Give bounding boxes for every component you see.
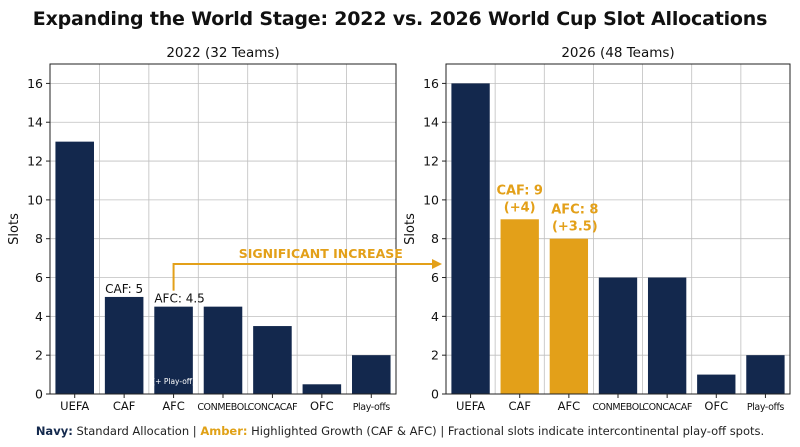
x-tick-label-caf: CAF (113, 399, 136, 413)
x-tick-label-afc: AFC (162, 399, 185, 413)
y-axis-label: Slots (7, 213, 22, 245)
footer-navy-text: Standard Allocation | (72, 424, 201, 438)
annotation-afc-line-0: AFC: 8 (551, 203, 598, 218)
y-tick-label: 12 (423, 154, 439, 169)
subplot-title: 2022 (32 Teams) (166, 45, 279, 61)
bar-afc (154, 306, 193, 394)
x-tick-label-concacaf: CONCACAF (248, 402, 298, 413)
annotation-afc-note: (+ Play-off) (152, 377, 195, 386)
y-tick-label: 4 (431, 309, 439, 324)
bar-uefa (55, 141, 94, 394)
y-tick-label: 14 (423, 115, 439, 130)
y-tick-label: 6 (431, 270, 439, 285)
bar-concacaf (253, 326, 292, 394)
panel-2026: 2026 (48 Teams) 0 2 4 6 8 10 12 14 16 Slots UEFA CAF… (403, 45, 791, 413)
bar-play-offs (746, 355, 785, 394)
bar-ofc (697, 374, 736, 394)
y-tick-label: 2 (431, 348, 439, 363)
y-tick-label: 12 (27, 154, 43, 169)
y-tick-label: 6 (35, 270, 43, 285)
chart-title: Expanding the World Stage: 2022 vs. 2026… (32, 8, 768, 30)
x-tick-label-ofc: OFC (704, 399, 728, 413)
footer-amber-text: Highlighted Growth (CAF & AFC) | Fractio… (247, 424, 765, 438)
x-tick-label-concacaf: CONCACAF (642, 402, 692, 413)
bar-caf (500, 219, 539, 394)
bar-afc (549, 238, 589, 394)
x-tick-label-conmebol: CONMEBOL (592, 402, 644, 413)
x-tick-label-conmebol: CONMEBOL (197, 402, 249, 413)
annotation-caf-line-1: (+4) (504, 200, 536, 215)
y-tick-label: 8 (35, 231, 43, 246)
y-tick-label: 2 (35, 348, 43, 363)
annotation-afc: AFC: 4.5 (154, 292, 204, 306)
x-tick-label-uefa: UEFA (60, 399, 89, 413)
footer-navy-label: Navy: (35, 424, 73, 438)
increase-arrow-group: SIGNIFICANT INCREASE (172, 246, 442, 291)
annotation-afc-line-1: (+3.5) (552, 220, 598, 235)
annotation-caf-line-0: CAF: 9 (496, 183, 543, 198)
x-tick-label-play-offs: Play-offs (747, 402, 785, 413)
y-tick-label: 10 (423, 192, 439, 207)
annotation-caf: CAF: 5 (105, 282, 143, 296)
bar-play-offs (352, 355, 391, 394)
x-tick-label-caf: CAF (508, 399, 531, 413)
subplot-title: 2026 (48 Teams) (561, 45, 674, 61)
bar-ofc (302, 384, 342, 394)
y-tick-label: 4 (35, 309, 43, 324)
x-tick-label-uefa: UEFA (456, 399, 485, 413)
y-tick-label: 8 (431, 231, 439, 246)
x-tick-label-afc: AFC (558, 399, 581, 413)
y-tick-label: 14 (27, 115, 43, 130)
panel-2022: 2022 (32 Teams) 0 2 4 6 8 10 12 14 16 Slots UEFA CAF… (7, 45, 397, 413)
y-axis-label: Slots (403, 213, 418, 245)
x-tick-label-play-offs: Play-offs (353, 402, 391, 413)
bar-uefa (451, 83, 490, 394)
bar-caf (104, 296, 144, 394)
increase-arrow (172, 259, 442, 291)
bar-conmebol (598, 277, 638, 394)
y-tick-label: 0 (35, 387, 43, 402)
y-tick-label: 10 (27, 192, 43, 207)
y-tick-label: 0 (431, 387, 439, 402)
bar-concacaf (647, 277, 687, 394)
y-tick-label: 16 (423, 76, 439, 91)
y-tick-label: 16 (27, 76, 43, 91)
bar-conmebol (203, 306, 243, 394)
footer-amber-label: Amber: (200, 424, 248, 438)
arrow-label: SIGNIFICANT INCREASE (239, 246, 403, 261)
footer-legend: Navy: Standard Allocation | Amber: Highl… (0, 424, 800, 438)
x-tick-label-ofc: OFC (310, 399, 334, 413)
